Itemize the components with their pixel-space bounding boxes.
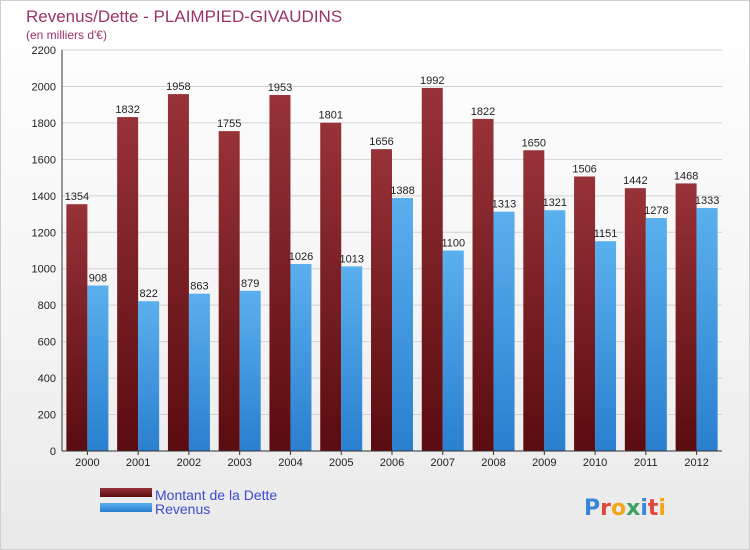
data-label-revenus: 1313: [492, 199, 516, 211]
y-tick-label: 1800: [32, 118, 56, 130]
labels-layer: 1354 908 1832 822 1958 863 1755 879 1953 1026 1801…: [65, 75, 720, 300]
data-label-revenus: 1100: [441, 238, 465, 250]
logo-letter: x: [626, 496, 640, 521]
bar-revenus: [239, 290, 261, 451]
x-tick-label: 2000: [75, 457, 99, 469]
data-label-debt: 1656: [369, 136, 393, 148]
legend: Montant de la Dette Revenus: [100, 487, 277, 517]
axis-layer: 0 200 400 600 800 1000 1200 1400 1600 1800 2000 220…: [32, 45, 722, 469]
data-label-revenus: 879: [241, 278, 259, 290]
data-label-debt: 1755: [217, 118, 241, 130]
y-tick-label: 0: [50, 446, 56, 458]
y-tick-label: 1400: [32, 191, 56, 203]
bar-debt: [574, 176, 596, 452]
data-label-debt: 1953: [268, 82, 292, 94]
x-tick-label: 2003: [227, 457, 251, 469]
bar-revenus: [544, 210, 566, 451]
bar-debt: [523, 150, 545, 451]
data-label-revenus: 1321: [543, 197, 567, 209]
data-label-debt: 1650: [522, 137, 546, 149]
data-label-revenus: 908: [89, 272, 107, 284]
data-label-debt: 1801: [318, 110, 342, 122]
bar-revenus: [188, 293, 210, 451]
x-tick-label: 2007: [431, 457, 455, 469]
y-tick-label: 1000: [32, 264, 56, 276]
data-label-revenus: 863: [190, 281, 208, 293]
legend-label-revenus: Revenus: [155, 501, 210, 517]
logo-letter: t: [648, 496, 659, 521]
legend-swatch-revenus: [100, 503, 152, 512]
x-tick-label: 2006: [380, 457, 404, 469]
x-tick-label: 2011: [634, 457, 658, 469]
bar-revenus: [341, 266, 363, 451]
bars-layer: [66, 87, 718, 452]
bar-debt: [66, 204, 88, 451]
bar-debt: [269, 95, 291, 451]
data-label-debt: 1354: [65, 191, 89, 203]
x-tick-label: 2002: [177, 457, 201, 469]
data-label-revenus: 1026: [289, 251, 313, 263]
bar-debt: [675, 183, 697, 451]
y-tick-label: 400: [38, 373, 56, 385]
y-tick-label: 1200: [32, 227, 56, 239]
x-tick-label: 2005: [329, 457, 353, 469]
logo-letter: r: [600, 496, 611, 521]
data-label-debt: 1958: [166, 81, 190, 93]
data-label-revenus: 1013: [339, 253, 363, 265]
y-tick-label: 600: [38, 337, 56, 349]
y-tick-label: 2200: [32, 45, 56, 57]
x-tick-label: 2001: [126, 457, 150, 469]
data-label-revenus: 1278: [644, 205, 668, 217]
bar-debt: [472, 118, 494, 451]
data-label-revenus: 1333: [695, 195, 719, 207]
logo-letter: i: [640, 496, 648, 521]
bar-revenus: [442, 250, 464, 451]
legend-label-debt: Montant de la Dette: [155, 487, 277, 503]
data-label-debt: 1992: [420, 75, 444, 87]
x-tick-label: 2010: [583, 457, 607, 469]
bar-debt: [167, 94, 189, 452]
y-tick-label: 800: [38, 300, 56, 312]
bar-debt: [117, 117, 139, 452]
x-tick-label: 2012: [684, 457, 708, 469]
legend-swatch-debt: [100, 488, 152, 497]
x-tick-label: 2008: [481, 457, 505, 469]
bar-revenus: [696, 208, 718, 451]
data-label-revenus: 1151: [594, 228, 618, 240]
chart-subtitle: (en milliers d'€): [26, 28, 107, 42]
x-tick-label: 2004: [278, 457, 302, 469]
bar-revenus: [595, 241, 617, 451]
bar-debt: [624, 188, 646, 451]
bar-revenus: [493, 211, 515, 451]
data-label-debt: 1442: [623, 175, 647, 187]
bar-revenus: [392, 198, 413, 451]
bar-revenus: [87, 285, 109, 451]
data-label-debt: 1822: [471, 106, 495, 118]
y-tick-label: 200: [38, 410, 56, 422]
bar-debt: [320, 122, 342, 452]
bar-debt: [421, 87, 443, 452]
data-label-debt: 1832: [115, 104, 139, 116]
logo-letter: o: [611, 496, 626, 521]
data-label-revenus: 822: [139, 288, 157, 300]
x-tick-label: 2009: [532, 457, 556, 469]
chart-title: Revenus/Dette - PLAIMPIED-GIVAUDINS: [26, 7, 342, 26]
bar-revenus: [290, 263, 312, 451]
proxiti-logo: Proxiti: [584, 496, 666, 521]
logo-letter: P: [584, 496, 600, 521]
y-tick-label: 2000: [32, 81, 56, 93]
data-label-debt: 1506: [572, 163, 596, 175]
logo-letter: i: [658, 496, 666, 521]
bar-debt: [218, 131, 240, 451]
bar-revenus: [138, 301, 160, 451]
data-label-debt: 1468: [674, 170, 698, 182]
data-label-revenus: 1388: [390, 185, 414, 197]
bar-revenus: [645, 218, 667, 451]
y-tick-label: 1600: [32, 154, 56, 166]
bar-debt: [371, 149, 392, 451]
